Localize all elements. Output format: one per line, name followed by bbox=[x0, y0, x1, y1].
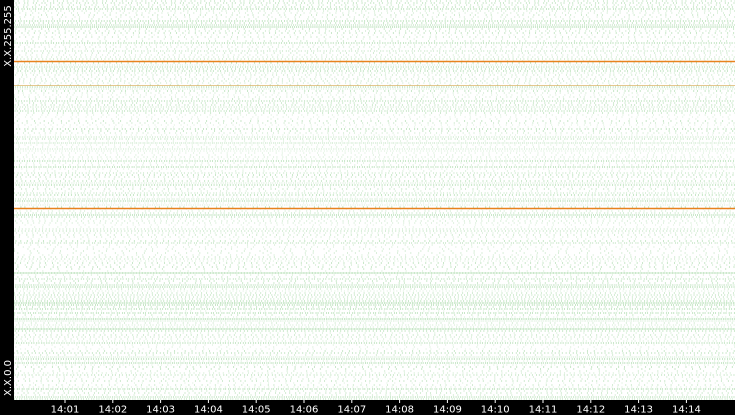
y-axis-label: X.X.255.255 bbox=[3, 5, 14, 66]
x-tick-label: 14:02 bbox=[98, 405, 127, 416]
x-axis-bar bbox=[0, 400, 735, 415]
y-axis-bar bbox=[0, 0, 14, 415]
x-tick-label: 14:12 bbox=[576, 405, 605, 416]
x-tick-label: 14:09 bbox=[433, 405, 462, 416]
x-tick-label: 14:01 bbox=[51, 405, 80, 416]
plot-area bbox=[14, 0, 735, 400]
x-axis: 14:01 14:02 14:03 14:04 14:05 14:06 14:07 14:08… bbox=[51, 400, 701, 416]
x-tick-label: 14:13 bbox=[624, 405, 653, 416]
x-tick-label: 14:06 bbox=[290, 405, 319, 416]
traffic-rows bbox=[14, 0, 735, 400]
x-tick-label: 14:08 bbox=[385, 405, 414, 416]
x-tick-label: 14:07 bbox=[337, 405, 366, 416]
x-tick-label: 14:14 bbox=[672, 405, 701, 416]
x-tick-label: 14:11 bbox=[529, 405, 558, 416]
x-tick-label: 14:05 bbox=[242, 405, 271, 416]
x-tick-label: 14:04 bbox=[194, 405, 223, 416]
x-tick-label: 14:10 bbox=[481, 405, 510, 416]
y-axis-label: X.X.0.0 bbox=[3, 360, 14, 396]
x-tick-label: 14:03 bbox=[146, 405, 175, 416]
